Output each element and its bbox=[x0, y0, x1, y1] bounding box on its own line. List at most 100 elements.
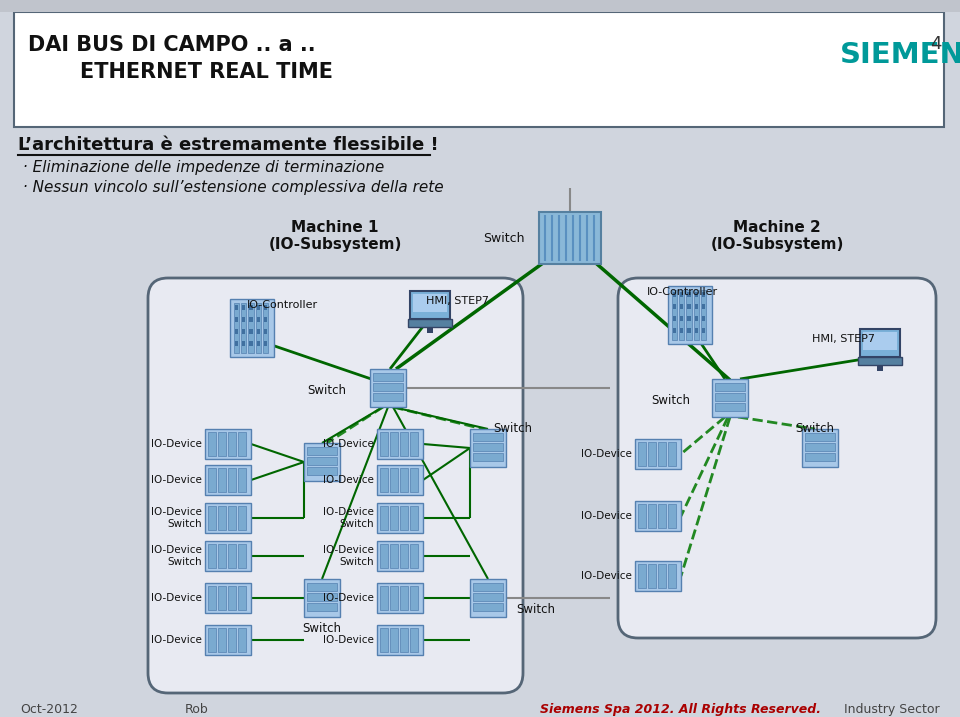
Bar bbox=[380, 432, 388, 456]
Bar bbox=[307, 593, 337, 601]
Text: L’architettura è estremamente flessibile !: L’architettura è estremamente flessibile… bbox=[18, 136, 439, 154]
Bar bbox=[377, 429, 423, 459]
Bar bbox=[380, 628, 388, 652]
Bar bbox=[208, 468, 216, 492]
Bar bbox=[264, 341, 267, 346]
Bar bbox=[673, 328, 676, 333]
Text: IO-Device
Switch: IO-Device Switch bbox=[324, 507, 374, 529]
Bar bbox=[648, 442, 656, 466]
Bar bbox=[228, 432, 236, 456]
Bar bbox=[410, 544, 418, 568]
Bar bbox=[695, 316, 698, 321]
Bar bbox=[235, 317, 238, 322]
Bar bbox=[238, 628, 246, 652]
Bar bbox=[686, 290, 691, 340]
Bar bbox=[658, 564, 666, 588]
Bar bbox=[390, 468, 398, 492]
Text: IO-Device
Switch: IO-Device Switch bbox=[324, 545, 374, 567]
Bar bbox=[263, 303, 268, 353]
Text: IO-Device
Switch: IO-Device Switch bbox=[151, 545, 202, 567]
Bar bbox=[648, 504, 656, 528]
Text: Switch: Switch bbox=[796, 422, 834, 435]
Bar bbox=[410, 468, 418, 492]
Bar bbox=[380, 468, 388, 492]
Text: Machine 2
(IO-Subsystem): Machine 2 (IO-Subsystem) bbox=[710, 220, 844, 252]
Bar bbox=[687, 292, 690, 297]
Bar bbox=[238, 544, 246, 568]
Text: IO-Device: IO-Device bbox=[324, 593, 374, 603]
FancyBboxPatch shape bbox=[148, 278, 523, 693]
Bar bbox=[235, 329, 238, 334]
Bar bbox=[390, 586, 398, 610]
Bar bbox=[681, 328, 684, 333]
Text: IO-Device: IO-Device bbox=[151, 475, 202, 485]
Bar bbox=[473, 433, 503, 441]
Bar bbox=[715, 383, 745, 391]
Text: IO-Device: IO-Device bbox=[324, 635, 374, 645]
Bar bbox=[373, 393, 403, 401]
Bar bbox=[238, 468, 246, 492]
Text: IO-Controller: IO-Controller bbox=[646, 287, 717, 297]
Bar bbox=[695, 292, 698, 297]
Bar bbox=[539, 212, 601, 264]
Bar bbox=[377, 583, 423, 613]
Bar bbox=[863, 332, 897, 350]
Bar bbox=[658, 504, 666, 528]
Bar bbox=[264, 329, 267, 334]
Text: IO-Device: IO-Device bbox=[581, 571, 632, 581]
Bar bbox=[307, 467, 337, 475]
Bar bbox=[242, 305, 246, 310]
Bar bbox=[14, 12, 944, 127]
Bar bbox=[377, 503, 423, 533]
Bar bbox=[256, 305, 260, 310]
Bar bbox=[695, 304, 698, 309]
Bar bbox=[635, 501, 681, 531]
Bar bbox=[687, 304, 690, 309]
Bar bbox=[377, 541, 423, 571]
Bar bbox=[673, 316, 676, 321]
Bar bbox=[380, 586, 388, 610]
Text: IO-Controller: IO-Controller bbox=[247, 300, 318, 310]
Text: IO-Device: IO-Device bbox=[151, 593, 202, 603]
Bar bbox=[0, 0, 960, 12]
Text: 4: 4 bbox=[930, 35, 942, 53]
Bar bbox=[702, 328, 705, 333]
Bar bbox=[701, 290, 706, 340]
Bar bbox=[228, 544, 236, 568]
Bar bbox=[370, 369, 406, 407]
Text: IO-Device
Switch: IO-Device Switch bbox=[151, 507, 202, 529]
Bar bbox=[427, 327, 433, 333]
Bar bbox=[307, 603, 337, 611]
Bar bbox=[400, 628, 408, 652]
Text: Switch: Switch bbox=[493, 422, 532, 435]
Bar bbox=[877, 365, 883, 371]
Bar bbox=[635, 561, 681, 591]
Bar bbox=[380, 506, 388, 530]
Bar bbox=[208, 628, 216, 652]
Bar bbox=[205, 465, 251, 495]
Bar bbox=[377, 465, 423, 495]
Bar bbox=[208, 586, 216, 610]
Bar bbox=[695, 328, 698, 333]
Text: Oct-2012: Oct-2012 bbox=[20, 703, 78, 716]
Bar bbox=[672, 290, 677, 340]
Bar bbox=[805, 433, 835, 441]
Text: Switch: Switch bbox=[516, 603, 555, 616]
Text: Siemens Spa 2012. All Rights Reserved.: Siemens Spa 2012. All Rights Reserved. bbox=[540, 703, 821, 716]
Text: Switch: Switch bbox=[651, 394, 690, 407]
Text: IO-Device: IO-Device bbox=[324, 439, 374, 449]
Bar bbox=[668, 504, 676, 528]
Bar bbox=[715, 403, 745, 411]
Text: Industry Sector: Industry Sector bbox=[845, 703, 940, 716]
Bar bbox=[238, 586, 246, 610]
Bar bbox=[638, 564, 646, 588]
Bar bbox=[377, 625, 423, 655]
Bar bbox=[390, 544, 398, 568]
Bar bbox=[205, 503, 251, 533]
Text: · Nessun vincolo sull’estensione complessiva della rete: · Nessun vincolo sull’estensione comples… bbox=[18, 180, 444, 195]
Bar bbox=[205, 429, 251, 459]
Bar bbox=[687, 328, 690, 333]
Bar bbox=[410, 628, 418, 652]
Bar bbox=[373, 383, 403, 391]
Bar bbox=[473, 443, 503, 451]
